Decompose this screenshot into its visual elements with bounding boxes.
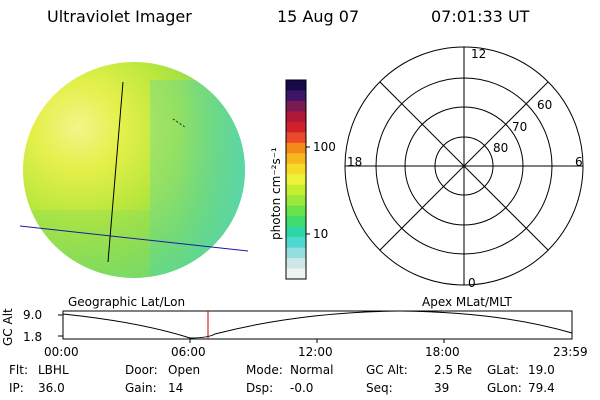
colorbar-segment	[286, 100, 306, 112]
horizon-line	[19, 225, 249, 252]
altitude-plot	[58, 310, 573, 343]
status-value: Normal	[290, 363, 334, 377]
altitude-ylabel: GC Alt	[1, 308, 15, 346]
status-key: IP:	[9, 381, 24, 395]
status-value: 14	[168, 381, 184, 395]
polar-grid	[344, 46, 584, 286]
status-value: Open	[168, 363, 201, 377]
xtick-1200: 12:00	[298, 345, 333, 359]
altitude-ytick-high: 9.0	[23, 308, 43, 322]
colorbar-segment	[286, 153, 306, 165]
earth-disk-image	[19, 62, 249, 278]
status-key: GLat:	[487, 363, 520, 377]
status-key: Flt:	[9, 363, 28, 377]
meridian-line	[107, 81, 124, 263]
colorbar-segment	[286, 142, 306, 154]
date-label: 15 Aug 07	[277, 7, 360, 26]
colorbar-segment	[286, 268, 306, 280]
colorbar-segment	[286, 121, 306, 133]
xtick-2359: 23:59	[553, 345, 588, 359]
apex-panel-label: Apex MLat/MLT	[422, 295, 512, 309]
colorbar	[285, 79, 310, 280]
polar-ring-label-70: 70	[512, 120, 528, 134]
colorbar-segment	[286, 247, 306, 259]
colorbar-segment	[286, 226, 306, 238]
status-value: 39	[434, 381, 450, 395]
polar-label-left: 18	[347, 155, 363, 169]
colorbar-tick-100: 100	[313, 140, 336, 154]
status-value: 36.0	[38, 381, 65, 395]
colorbar-segment	[286, 237, 306, 249]
status-key: Gain:	[125, 381, 157, 395]
instrument-title: Ultraviolet Imager	[47, 7, 192, 26]
status-key: Seq:	[366, 381, 393, 395]
colorbar-segment	[286, 163, 306, 175]
geographic-panel-label: Geographic Lat/Lon	[68, 295, 186, 309]
polar-label-top: 12	[471, 47, 487, 61]
status-value: 19.0	[528, 363, 555, 377]
status-value: 2.5 Re	[434, 363, 473, 377]
status-value: LBHL	[38, 363, 69, 377]
colorbar-tick-10: 10	[313, 227, 329, 241]
colorbar-segment	[286, 216, 306, 228]
colorbar-segment	[286, 80, 306, 91]
status-key: GC Alt:	[366, 363, 408, 377]
colorbar-segment	[286, 174, 306, 186]
altitude-curve	[62, 310, 573, 339]
colorbar-segment	[286, 195, 306, 207]
status-value: 79.4	[528, 381, 555, 395]
xtick-0600: 06:00	[171, 345, 206, 359]
status-key: Dsp:	[246, 381, 274, 395]
colorbar-segment	[286, 111, 306, 123]
colorbar-segment	[286, 258, 306, 270]
polar-ring-label-80: 80	[493, 141, 509, 155]
polar-ring-label-60: 60	[537, 98, 553, 112]
colorbar-segment	[286, 90, 306, 102]
altitude-ytick-low: 1.8	[23, 330, 43, 344]
colorbar-segment	[286, 132, 306, 144]
colorbar-unit-label: photon cm⁻²s⁻¹	[269, 147, 283, 240]
status-key: Mode:	[246, 363, 283, 377]
polar-label-bottom: 0	[468, 276, 476, 290]
xtick-1800: 18:00	[425, 345, 460, 359]
time-label: 07:01:33 UT	[431, 7, 530, 26]
polar-label-right: 6	[575, 155, 583, 169]
colorbar-segment	[286, 184, 306, 196]
colorbar-segment	[286, 205, 306, 217]
status-key: GLon:	[487, 381, 522, 395]
xtick-0000: 00:00	[44, 345, 79, 359]
status-key: Door:	[125, 363, 158, 377]
status-value: -0.0	[290, 381, 314, 395]
